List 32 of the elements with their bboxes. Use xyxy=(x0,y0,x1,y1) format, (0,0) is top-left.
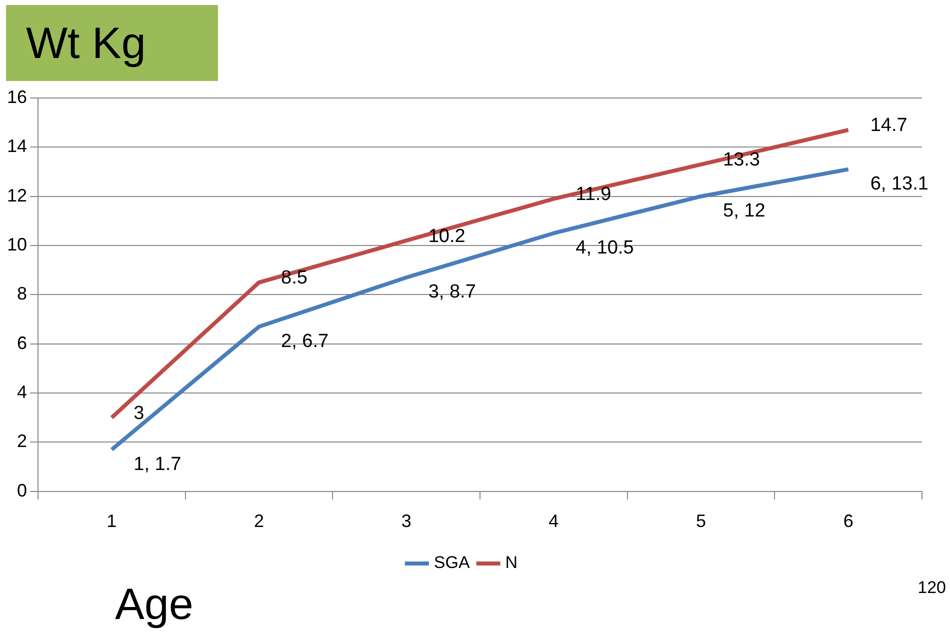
legend-label: N xyxy=(505,553,518,572)
data-label: 10.2 xyxy=(428,226,466,247)
y-tick-label: 12 xyxy=(6,185,28,206)
data-label: 8.5 xyxy=(281,268,308,289)
data-label: 5, 12 xyxy=(723,200,766,222)
y-tick-label: 6 xyxy=(17,332,28,353)
y-tick-label: 4 xyxy=(17,382,28,402)
data-label: 4, 10.5 xyxy=(576,237,634,258)
data-label: 3, 8.7 xyxy=(428,282,476,303)
data-label: 11.9 xyxy=(576,184,612,206)
data-label: 14.7 xyxy=(870,115,908,136)
data-label: 1, 1.7 xyxy=(134,454,182,475)
y-tick-label: 8 xyxy=(17,284,28,304)
x-tick-label: 5 xyxy=(696,511,706,532)
y-tick-label: 0 xyxy=(17,480,28,500)
x-tick-label: 2 xyxy=(254,511,264,532)
text: 120 xyxy=(918,578,946,598)
y-tick-label: 14 xyxy=(6,136,28,156)
y-tick-label: 10 xyxy=(6,234,28,254)
data-label: 2, 6.7 xyxy=(281,330,329,352)
y-axis-title: Wt Kg xyxy=(6,5,218,81)
legend-label: SGA xyxy=(434,553,470,572)
x-axis-title: Age xyxy=(115,580,194,630)
data-label: 6, 13.1 xyxy=(870,174,928,195)
y-tick-label: 2 xyxy=(17,431,28,452)
data-label: 13.3 xyxy=(723,150,760,171)
data-label: 3 xyxy=(134,402,144,424)
x-tick-label: 6 xyxy=(843,511,854,532)
x-tick-label: 3 xyxy=(401,511,412,532)
x-tick-label: 4 xyxy=(548,511,559,532)
x-tick-label: 1 xyxy=(106,511,117,532)
y-tick-label: 16 xyxy=(6,86,28,107)
